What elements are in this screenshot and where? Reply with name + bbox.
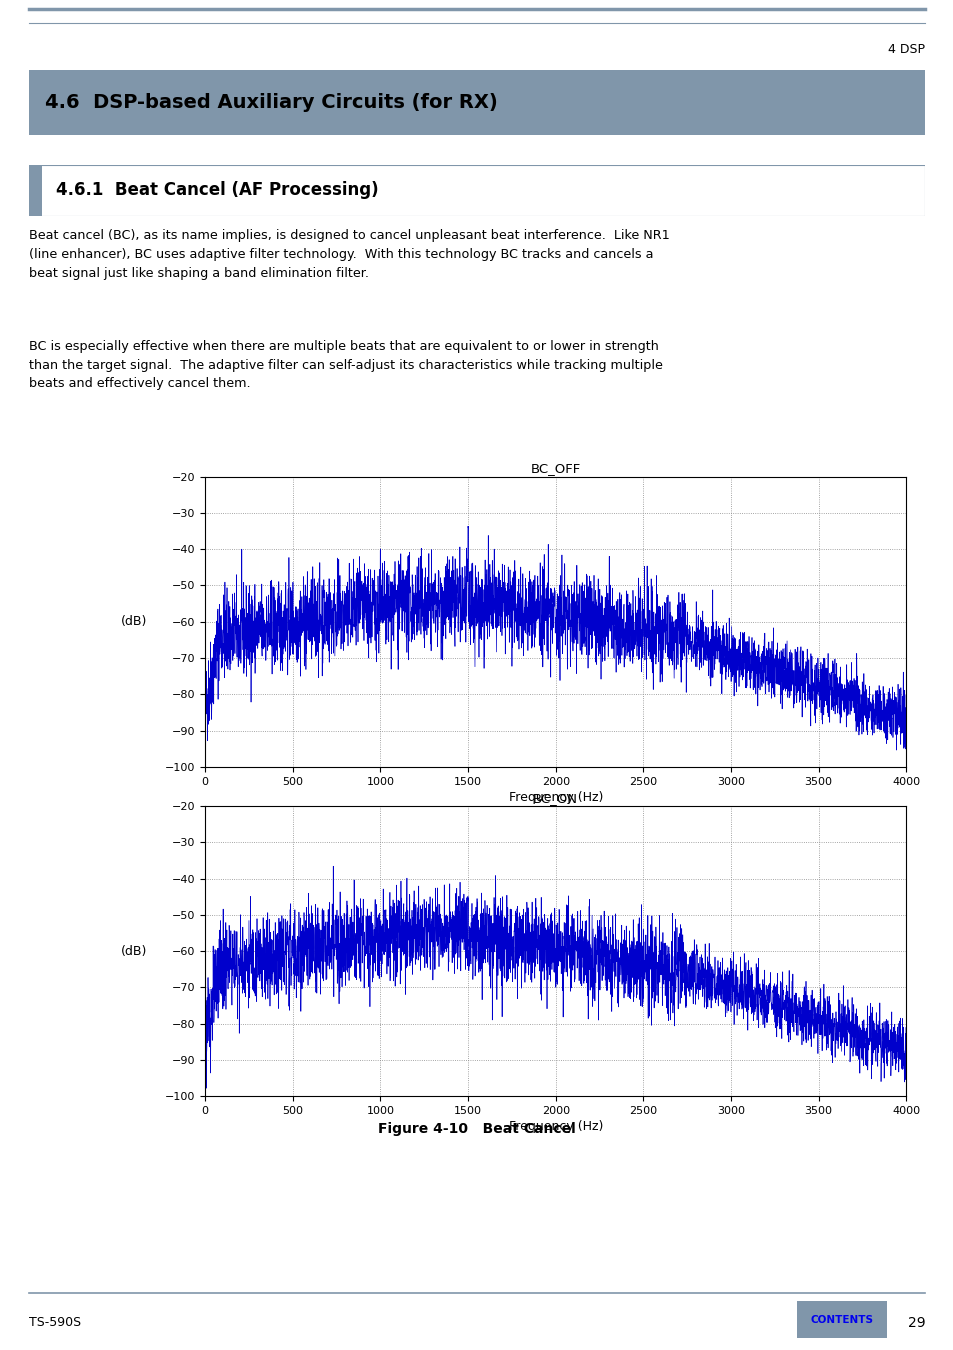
X-axis label: Frequency (Hz): Frequency (Hz): [508, 791, 602, 803]
FancyBboxPatch shape: [796, 1301, 886, 1338]
Text: 4 DSP: 4 DSP: [887, 43, 924, 55]
Y-axis label: (dB): (dB): [121, 616, 148, 628]
FancyBboxPatch shape: [29, 70, 924, 135]
Title: BC_ON: BC_ON: [533, 792, 578, 805]
Y-axis label: (dB): (dB): [121, 945, 148, 957]
FancyBboxPatch shape: [29, 165, 924, 216]
Text: 4.6  DSP-based Auxiliary Circuits (for RX): 4.6 DSP-based Auxiliary Circuits (for RX…: [45, 93, 497, 112]
Text: TS-590S: TS-590S: [29, 1316, 81, 1330]
Title: BC_OFF: BC_OFF: [530, 463, 580, 475]
Text: Beat cancel (BC), as its name implies, is designed to cancel unpleasant beat int: Beat cancel (BC), as its name implies, i…: [29, 230, 669, 279]
X-axis label: Frequency (Hz): Frequency (Hz): [508, 1120, 602, 1133]
FancyBboxPatch shape: [29, 165, 42, 216]
Text: Figure 4-10   Beat Cancel: Figure 4-10 Beat Cancel: [377, 1122, 576, 1135]
Text: 29: 29: [907, 1316, 924, 1330]
Text: BC is especially effective when there are multiple beats that are equivalent to : BC is especially effective when there ar…: [29, 340, 661, 390]
Text: CONTENTS: CONTENTS: [809, 1315, 873, 1324]
Text: 4.6.1  Beat Cancel (AF Processing): 4.6.1 Beat Cancel (AF Processing): [55, 181, 377, 200]
